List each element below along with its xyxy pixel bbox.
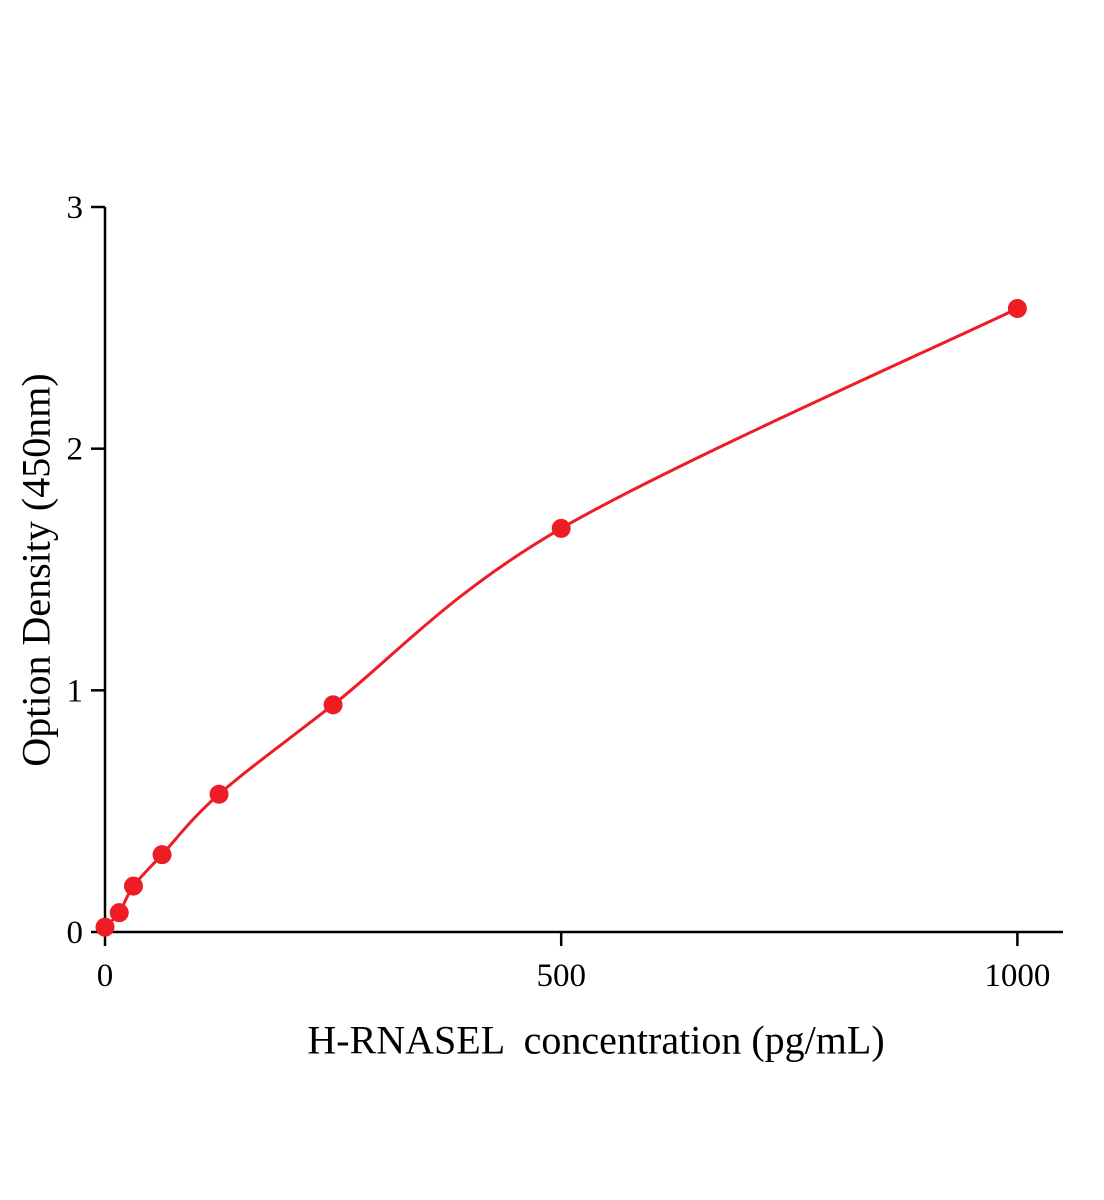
y-tick-label: 1 [67,673,84,709]
data-point [323,695,343,715]
y-tick-label: 3 [67,190,84,226]
y-tick-label: 0 [67,915,84,951]
data-point [109,903,129,923]
data-point [1007,299,1027,318]
x-axis-label: H-RNASEL concentration (pg/mL) [307,1017,885,1063]
y-axis-label: Option Density (450nm) [13,373,59,767]
x-tick-label: 500 [536,958,586,994]
x-tick-label: 0 [97,958,114,994]
data-point [123,876,143,896]
data-point [209,784,229,804]
data-point [551,518,571,538]
data-point [95,917,115,937]
data-point [152,845,172,865]
standard-curve-line [103,307,1019,929]
y-tick-label: 2 [67,432,84,468]
x-tick-label: 1000 [984,958,1050,994]
